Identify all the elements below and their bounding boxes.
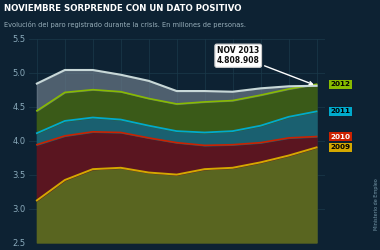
Text: NOVIEMBRE SORPRENDE CON UN DATO POSITIVO: NOVIEMBRE SORPRENDE CON UN DATO POSITIVO [4,4,241,13]
Text: 2010: 2010 [331,134,350,140]
Text: 2009: 2009 [331,144,351,150]
Text: NOV 2013
4.808.908: NOV 2013 4.808.908 [217,46,312,84]
Text: Ministerio de Empleo: Ministerio de Empleo [374,178,379,230]
Text: 2011: 2011 [331,108,350,114]
Text: Evolución del paro registrado durante la crisis. En millones de personas.: Evolución del paro registrado durante la… [4,21,246,28]
Text: 2012: 2012 [331,81,350,87]
